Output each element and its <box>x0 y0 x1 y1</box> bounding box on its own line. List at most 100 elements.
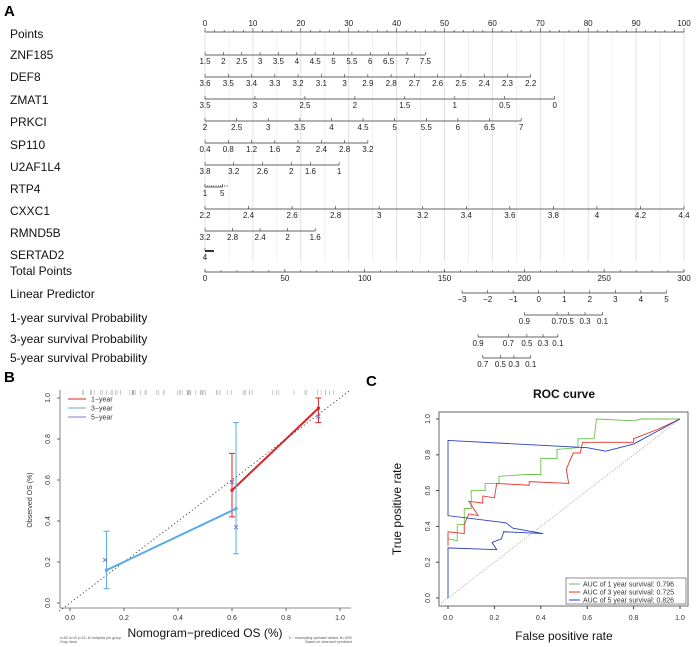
znf185-tick-label: 3.5 <box>273 57 285 66</box>
sp110-tick-label: 1.2 <box>246 145 258 154</box>
def8-tick-label: 2.6 <box>432 79 444 88</box>
points-tick-label: 0 <box>203 19 208 28</box>
bias-corrected-marker <box>102 557 108 563</box>
panel-label-c: C <box>366 373 377 390</box>
1-year-survival-tick-label: 0.9 <box>519 317 531 326</box>
zmat1-tick-label: 1.5 <box>399 101 411 110</box>
linear-predictor-tick-label: 5 <box>664 295 669 304</box>
total-points-tick-label: 50 <box>280 274 289 283</box>
cxxc1-tick-label: 2.2 <box>199 211 211 220</box>
sp110-tick-label: 2.4 <box>316 145 328 154</box>
points-tick-label: 70 <box>536 19 545 28</box>
linear-predictor-tick-label: 4 <box>639 295 644 304</box>
y-tick-label: 0.0 <box>45 598 52 608</box>
panel-label-a: A <box>4 3 15 20</box>
legend-label: 3−year <box>91 406 113 413</box>
cxxc1-tick-label: 3.8 <box>548 211 560 220</box>
legend-label: 5−year <box>91 415 113 422</box>
row-label-zmat1: ZMAT1 <box>10 93 49 107</box>
y-axis-title: True positive rate <box>390 463 404 556</box>
x-tick-label: 0.6 <box>582 615 592 622</box>
roc-curve-1-year <box>447 418 680 542</box>
points-tick-label: 20 <box>296 19 305 28</box>
def8-tick-label: 3.5 <box>223 79 235 88</box>
cxxc1-tick-label: 4 <box>595 211 600 220</box>
roc-curve-3-year <box>447 418 681 547</box>
u2af1l4-tick-label: 3.8 <box>199 167 211 176</box>
cxxc1-tick-label: 3.2 <box>417 211 429 220</box>
sp110-tick-label: 2 <box>296 145 301 154</box>
cxxc1-tick-label: 4.2 <box>635 211 647 220</box>
linear-predictor-tick-label: −2 <box>483 295 493 304</box>
prkci-tick-label: 5.5 <box>421 123 433 132</box>
znf185-tick-label: 2.5 <box>236 57 248 66</box>
row-label-znf185: ZNF185 <box>10 48 54 62</box>
znf185-tick-label: 7 <box>405 57 410 66</box>
y-tick-label: 0.8 <box>45 434 52 444</box>
rmnd5b-tick-label: 2 <box>285 233 290 242</box>
znf185-tick-label: 5 <box>331 57 336 66</box>
calibration-plot: 0.0 0.2 0.4 0.6 0.8 1.0 0.0 0.2 0.4 0.6 0.8 1.0 Nomo… <box>27 389 352 644</box>
zmat1-tick-label: 0 <box>552 101 557 110</box>
x-tick-label: 0.4 <box>173 615 183 622</box>
5-year-survival-tick-label: 0.3 <box>508 360 520 369</box>
row-label-3-year-survival: 3-year survival Probability <box>10 332 147 346</box>
znf185-tick-label: 6 <box>368 57 373 66</box>
row-label-5-year-survival: 5-year survival Probability <box>10 351 147 365</box>
total-points-tick-label: 0 <box>203 274 208 283</box>
points-tick-label: 80 <box>584 19 593 28</box>
error-bar <box>315 397 322 424</box>
u2af1l4-tick-label: 2.6 <box>257 167 269 176</box>
znf185-tick-label: 4 <box>295 57 300 66</box>
def8-tick-label: 3.2 <box>293 79 305 88</box>
3-year-survival-tick-label: 0.7 <box>503 339 515 348</box>
u2af1l4-tick-label: 3.2 <box>228 167 240 176</box>
roc-curve-5-year <box>447 418 681 598</box>
rmnd5b-tick-label: 1.6 <box>310 233 322 242</box>
3-year-survival-tick-label: 0.3 <box>537 339 549 348</box>
def8-tick-label: 3.1 <box>316 79 328 88</box>
def8-tick-label: 3 <box>342 79 347 88</box>
3-year-survival-tick-label: 0.1 <box>552 339 564 348</box>
total-points-tick-label: 150 <box>438 274 452 283</box>
def8-tick-label: 2.3 <box>502 79 514 88</box>
sertad2-tick-label: 4 <box>203 253 208 262</box>
row-label-prkci: PRKCI <box>10 115 47 129</box>
znf185-tick-label: 3 <box>258 57 263 66</box>
x-tick-label: 0.6 <box>227 615 237 622</box>
row-label-total-points: Total Points <box>10 264 72 278</box>
points-tick-label: 60 <box>488 19 497 28</box>
footnote-left: n=82 d=43 p=15, 40 subjects per group <box>60 636 121 640</box>
linear-predictor-tick-label: 0 <box>536 295 541 304</box>
row-label-1-year-survival: 1-year survival Probability <box>10 311 147 325</box>
cxxc1-tick-label: 4.4 <box>678 211 690 220</box>
sp110-tick-label: 2.8 <box>339 145 351 154</box>
1-year-survival-tick-label: 0.3 <box>579 317 591 326</box>
row-label-sp110: SP110 <box>10 138 45 152</box>
points-tick-label: 40 <box>392 19 401 28</box>
rmnd5b-tick-label: 2.8 <box>227 233 239 242</box>
panel-label-b: B <box>4 369 15 386</box>
footnote-right: Based on observed−predicted <box>305 640 352 644</box>
znf185-tick-label: 1.5 <box>199 57 211 66</box>
def8-tick-label: 2.4 <box>479 79 491 88</box>
znf185-tick-label: 7.5 <box>420 57 432 66</box>
total-points-tick-label: 200 <box>518 274 532 283</box>
def8-tick-label: 2.8 <box>386 79 398 88</box>
x-tick-label: 0.0 <box>65 615 75 622</box>
rtp4-tick-label: 1 <box>203 189 208 198</box>
points-tick-label: 90 <box>632 19 641 28</box>
legend-label: 1−year <box>91 397 113 404</box>
znf185-tick-label: 5.5 <box>346 57 358 66</box>
footnote-right: X − resampling optimism added, B=1000 <box>289 636 352 640</box>
def8-tick-label: 2.2 <box>525 79 537 88</box>
x-tick-label: 0.0 <box>443 615 453 622</box>
legend-box <box>565 577 687 605</box>
data-point <box>230 488 234 492</box>
zmat1-tick-label: 3 <box>253 101 258 110</box>
def8-tick-label: 3.6 <box>199 79 211 88</box>
def8-tick-label: 3.3 <box>269 79 281 88</box>
points-tick-label: 100 <box>677 19 691 28</box>
sp110-tick-label: 3.2 <box>362 145 374 154</box>
